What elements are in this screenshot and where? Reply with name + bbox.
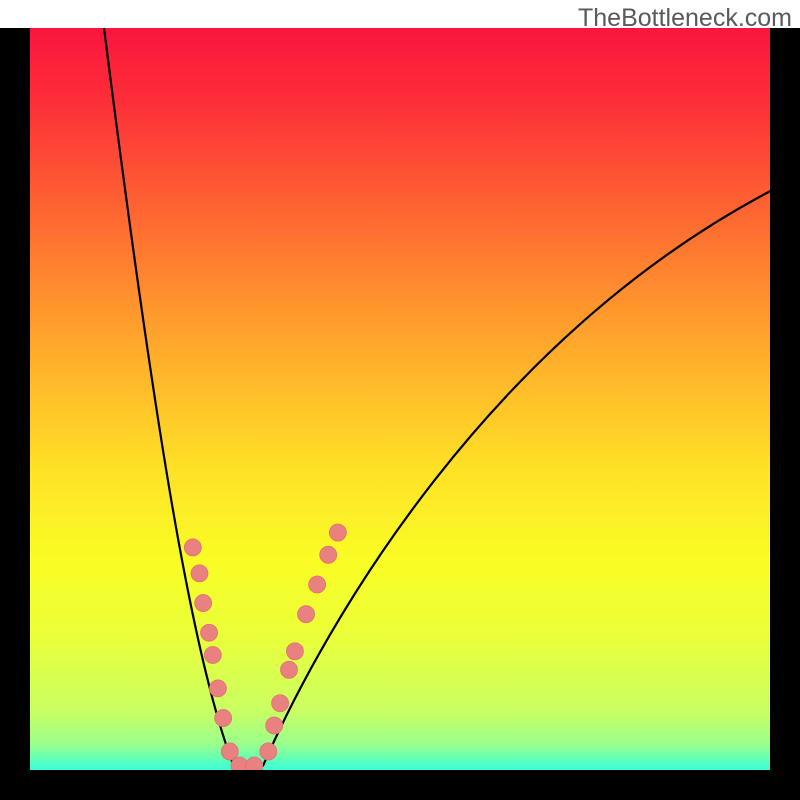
data-marker [286, 643, 303, 660]
chart-gradient-background [30, 28, 770, 770]
data-marker [221, 743, 238, 760]
data-marker [195, 595, 212, 612]
data-marker [266, 717, 283, 734]
data-marker [201, 624, 218, 641]
data-marker [260, 743, 277, 760]
data-marker [204, 646, 221, 663]
data-marker [184, 539, 201, 556]
data-marker [329, 524, 346, 541]
bottleneck-chart [0, 0, 800, 800]
data-marker [309, 576, 326, 593]
data-marker [215, 710, 232, 727]
data-marker [298, 606, 315, 623]
data-marker [272, 695, 289, 712]
data-marker [191, 565, 208, 582]
data-marker [281, 661, 298, 678]
watermark-text: TheBottleneck.com [578, 4, 792, 33]
data-marker [320, 546, 337, 563]
data-marker [209, 680, 226, 697]
